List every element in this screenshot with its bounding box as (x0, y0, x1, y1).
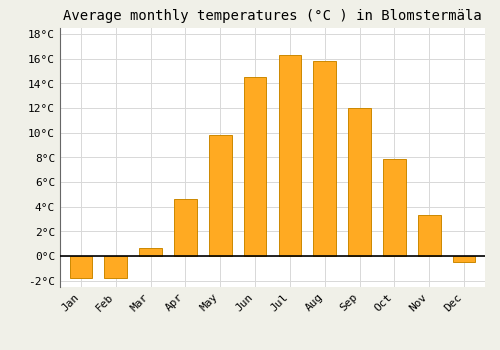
Bar (70, 256, 92, 278)
Bar (174, 199, 197, 256)
Bar (140, 247, 162, 256)
Bar (278, 55, 301, 256)
Bar (453, 256, 475, 262)
Bar (348, 108, 371, 256)
Bar (244, 77, 266, 256)
Bar (104, 256, 127, 278)
Title: Average monthly temperatures (°C ) in Blomstermäla: Average monthly temperatures (°C ) in Bl… (63, 9, 482, 23)
Bar (383, 159, 406, 256)
Bar (418, 216, 440, 256)
Bar (314, 61, 336, 256)
Bar (209, 135, 232, 256)
